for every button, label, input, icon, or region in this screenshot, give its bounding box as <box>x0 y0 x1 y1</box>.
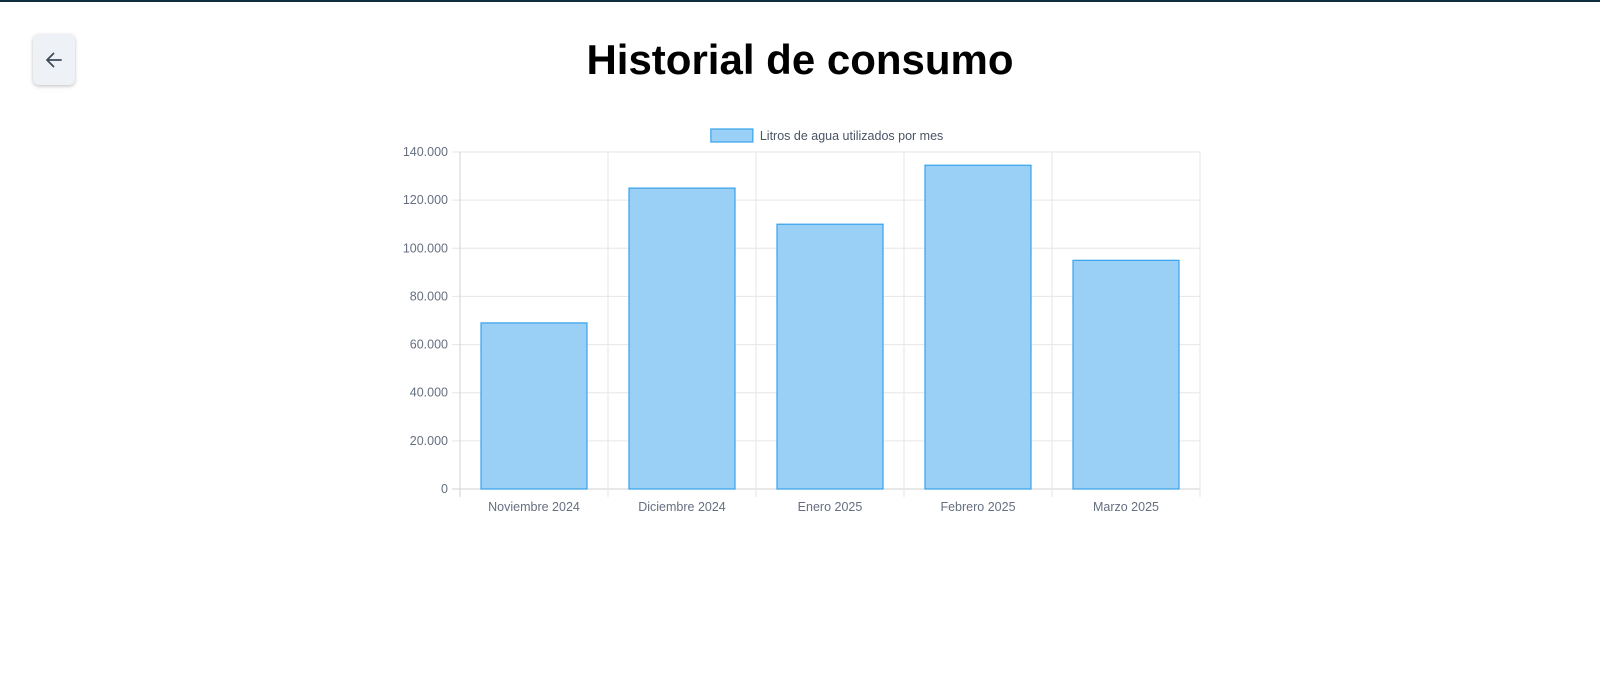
y-tick-label: 20.000 <box>410 434 448 448</box>
bar[interactable] <box>924 164 1032 490</box>
back-button[interactable] <box>33 34 75 85</box>
y-tick-label: 60.000 <box>410 338 448 352</box>
y-tick-label: 140.000 <box>403 145 448 159</box>
legend-label[interactable]: Litros de agua utilizados por mes <box>760 129 943 143</box>
y-tick-label: 120.000 <box>403 193 448 207</box>
y-tick-label: 100.000 <box>403 241 448 255</box>
x-tick-label: Enero 2025 <box>798 500 863 514</box>
bar[interactable] <box>628 187 736 490</box>
x-tick-label: Diciembre 2024 <box>638 500 726 514</box>
x-tick-label: Marzo 2025 <box>1093 500 1159 514</box>
page-title: Historial de consumo <box>586 36 1014 83</box>
legend-swatch[interactable] <box>710 128 754 143</box>
y-tick-label: 80.000 <box>410 289 448 303</box>
y-tick-label: 0 <box>441 482 448 496</box>
bar[interactable] <box>776 223 884 490</box>
y-tick-label: 40.000 <box>410 386 448 400</box>
top-accent-bar <box>0 0 1600 2</box>
bar[interactable] <box>1072 259 1180 490</box>
x-tick-label: Febrero 2025 <box>940 500 1015 514</box>
x-tick-label: Noviembre 2024 <box>488 500 580 514</box>
arrow-left-icon <box>46 52 62 67</box>
bar[interactable] <box>480 322 588 490</box>
